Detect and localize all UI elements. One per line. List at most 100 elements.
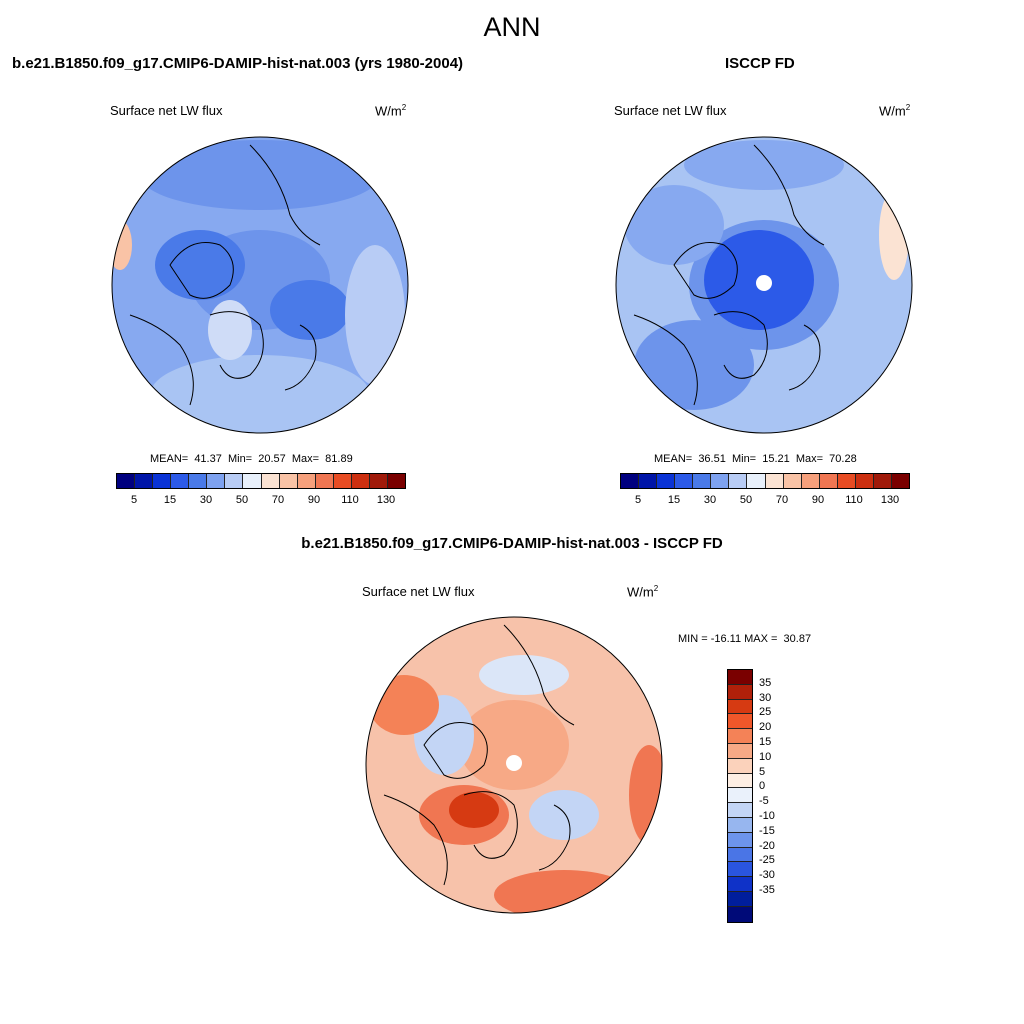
panel2-units: W/m2	[879, 103, 911, 119]
panel1-polar-map	[111, 136, 409, 434]
colorbar-swatch	[153, 474, 172, 488]
colorbar-tick-label: -35	[759, 884, 775, 896]
colorbar-tick-label: 35	[759, 676, 772, 689]
colorbar-swatch	[675, 474, 694, 488]
colorbar-tick-label: -25	[759, 854, 775, 867]
colorbar-swatch	[765, 474, 784, 488]
colorbar-swatch	[783, 474, 802, 488]
panel2-polar-map	[615, 136, 913, 434]
colorbar-swatch	[621, 474, 640, 488]
colorbar-tick-label: 5	[634, 494, 642, 506]
panel1-variable: Surface net LW flux	[110, 103, 223, 118]
colorbar-swatch	[207, 474, 226, 488]
colorbar-swatch	[747, 474, 766, 488]
colorbar-tick-label: 110	[341, 494, 359, 506]
panel1-stats: MEAN= 41.37 Min= 20.57 Max= 81.89	[150, 453, 353, 465]
colorbar-swatch	[819, 474, 838, 488]
colorbar-swatch	[728, 891, 752, 907]
panel3-stats: MIN = -16.11 MAX = 30.87	[678, 633, 812, 645]
colorbar-swatch	[279, 474, 298, 488]
colorbar-swatch	[369, 474, 388, 488]
colorbar-swatch	[891, 474, 909, 488]
colorbar-swatch	[297, 474, 316, 488]
colorbar-swatch	[261, 474, 280, 488]
colorbar-tick-label: 50	[235, 494, 249, 506]
panel1-colorbar-ticks: 5 15 30 50 70 90 110 130	[116, 494, 404, 508]
colorbar-tick-label: 130	[376, 494, 396, 506]
panel3-variable: Surface net LW flux	[362, 584, 475, 599]
panel1-colorbar	[116, 473, 406, 489]
colorbar-swatch	[728, 699, 752, 715]
colorbar-tick-label: 25	[759, 706, 772, 719]
colorbar-tick-label: 30	[199, 494, 213, 506]
colorbar-swatch	[315, 474, 334, 488]
colorbar-swatch	[117, 474, 136, 488]
colorbar-swatch	[171, 474, 190, 488]
colorbar-swatch	[728, 832, 752, 848]
colorbar-tick-label: -30	[759, 869, 775, 882]
colorbar-swatch	[728, 773, 752, 789]
panel2-colorbar-ticks: 5 15 30 50 70 90 110 130	[620, 494, 908, 508]
colorbar-tick-label: 20	[759, 721, 772, 734]
colorbar-tick-label: -20	[759, 839, 775, 852]
panel3-colorbar-ticks: 35 30 25 20 15 10 5 0 -5 -10 -15 -20 -25 -30 -35	[759, 669, 799, 921]
colorbar-swatch	[728, 906, 752, 922]
colorbar-swatch	[387, 474, 405, 488]
colorbar-swatch	[728, 714, 752, 730]
colorbar-swatch	[801, 474, 820, 488]
colorbar-tick-label: 30	[759, 691, 772, 704]
colorbar-swatch	[855, 474, 874, 488]
colorbar-tick-label: 90	[307, 494, 321, 506]
colorbar-tick-label: -15	[759, 824, 775, 837]
colorbar-tick-label: 70	[271, 494, 285, 506]
colorbar-swatch	[657, 474, 676, 488]
colorbar-swatch	[729, 474, 748, 488]
colorbar-swatch	[728, 758, 752, 774]
colorbar-swatch	[873, 474, 892, 488]
colorbar-swatch	[728, 847, 752, 863]
panel2-variable: Surface net LW flux	[614, 103, 727, 118]
panel2-title: ISCCP FD	[725, 55, 795, 72]
colorbar-swatch	[837, 474, 856, 488]
colorbar-swatch	[728, 729, 752, 744]
panel2-stats: MEAN= 36.51 Min= 15.21 Max= 70.28	[654, 453, 857, 465]
colorbar-swatch	[693, 474, 712, 488]
colorbar-swatch	[351, 474, 370, 488]
panel1-title: b.e21.B1850.f09_g17.CMIP6-DAMIP-hist-nat…	[12, 55, 464, 72]
panel3-units: W/m2	[627, 584, 659, 600]
colorbar-swatch	[728, 684, 752, 700]
colorbar-tick-label: 0	[759, 780, 766, 793]
colorbar-tick-label: 90	[811, 494, 825, 506]
colorbar-tick-label: 30	[703, 494, 717, 506]
colorbar-swatch	[333, 474, 352, 488]
colorbar-tick-label: 15	[667, 494, 681, 506]
panel3-colorbar	[727, 669, 753, 923]
colorbar-swatch	[639, 474, 658, 488]
panel3-polar-map	[365, 616, 663, 914]
colorbar-tick-label: 70	[775, 494, 789, 506]
colorbar-tick-label: -10	[759, 810, 775, 822]
colorbar-tick-label: 15	[759, 736, 772, 748]
colorbar-swatch	[728, 877, 752, 892]
colorbar-tick-label: 5	[130, 494, 138, 506]
colorbar-swatch	[711, 474, 730, 488]
colorbar-tick-label: 10	[759, 750, 772, 763]
colorbar-swatch	[728, 803, 752, 818]
colorbar-swatch	[728, 817, 752, 833]
colorbar-swatch	[728, 670, 752, 685]
panel3-title: b.e21.B1850.f09_g17.CMIP6-DAMIP-hist-nat…	[301, 535, 723, 552]
colorbar-swatch	[135, 474, 154, 488]
colorbar-tick-label: 15	[163, 494, 177, 506]
colorbar-swatch	[225, 474, 244, 488]
colorbar-tick-label: -5	[759, 795, 769, 808]
colorbar-swatch	[728, 743, 752, 759]
colorbar-swatch	[728, 862, 752, 878]
colorbar-tick-label: 50	[739, 494, 753, 506]
panel2-colorbar	[620, 473, 910, 489]
figure-title: ANN	[483, 12, 541, 42]
colorbar-tick-label: 130	[880, 494, 900, 506]
panel1-units: W/m2	[375, 103, 407, 119]
colorbar-swatch	[243, 474, 262, 488]
colorbar-tick-label: 110	[845, 494, 863, 506]
colorbar-swatch	[728, 788, 752, 804]
